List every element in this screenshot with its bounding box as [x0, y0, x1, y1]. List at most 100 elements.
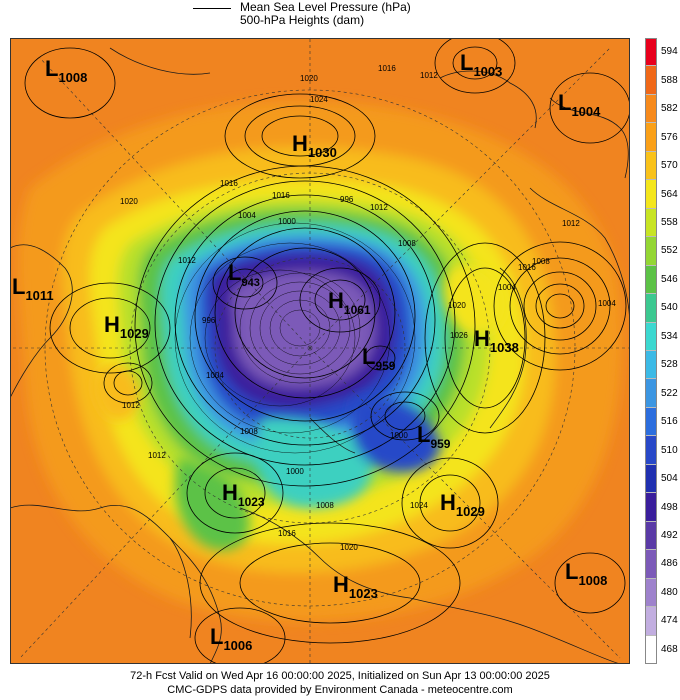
colorbar-label: 540	[661, 302, 678, 314]
pressure-centers: L1008 L1003 L1004 H1030 L1011 H1029 L943…	[12, 50, 607, 653]
isobar-label: 1012	[370, 203, 388, 212]
isobar-label: 1012	[122, 401, 140, 410]
pressure-center-low: L1003	[460, 50, 502, 79]
isobar-label: 996	[202, 316, 216, 325]
colorbar-label: 498	[661, 501, 678, 513]
colorbar-swatch	[645, 607, 657, 636]
map-canvas: 1020 1016 1012 1024 1016 1004 1000 996 1…	[10, 38, 630, 664]
colorbar-label: 468	[661, 643, 678, 655]
colorbar-swatch	[645, 379, 657, 408]
colorbar-label: 522	[661, 387, 678, 399]
pressure-center-low: L1006	[210, 624, 252, 653]
isobar-label: 1012	[420, 71, 438, 80]
isobar-label: 1020	[448, 301, 466, 310]
isobar-label: 1000	[390, 431, 408, 440]
pressure-center-high: H1023	[333, 572, 378, 601]
colorbar-swatch	[645, 123, 657, 152]
height-field	[10, 38, 630, 664]
pressure-center-low: L1008	[565, 559, 607, 588]
colorbar-swatch	[645, 237, 657, 266]
isobar-label: 1020	[300, 74, 318, 83]
colorbar-swatch	[645, 180, 657, 209]
isobar-label: 1008	[316, 501, 334, 510]
pressure-center-high: H1023	[222, 480, 265, 509]
isobar-label: 1016	[518, 263, 536, 272]
pressure-center-low: L943	[228, 260, 260, 289]
colorbar-label: 510	[661, 444, 678, 456]
colorbar-label: 480	[661, 586, 678, 598]
pressure-center-low: L1008	[45, 56, 87, 85]
colorbar-swatch	[645, 66, 657, 95]
colorbar-label: 558	[661, 216, 678, 228]
colorbar-label: 492	[661, 529, 678, 541]
isobar-label: 1024	[310, 95, 328, 104]
pressure-center-low: L959	[417, 422, 451, 451]
isobar-line-sample	[193, 8, 231, 9]
colorbar-swatch	[645, 436, 657, 465]
legend-heights-label: 500-hPa Heights (dam)	[240, 13, 365, 27]
colorbar-label: 528	[661, 359, 678, 371]
colorbar-swatch	[645, 38, 657, 67]
isobar-label: 996	[340, 195, 354, 204]
pressure-center-high: H1029	[104, 312, 149, 341]
isobar-label: 1016	[378, 64, 396, 73]
colorbar-label: 504	[661, 473, 678, 485]
isobar-label: 1012	[178, 256, 196, 265]
colorbar-label: 576	[661, 131, 678, 143]
colorbar-label: 564	[661, 188, 678, 200]
isobar-label: 1004	[598, 299, 616, 308]
legend-header: Mean Sea Level Pressure (hPa) 500-hPa He…	[0, 0, 680, 34]
data-credit-text: CMC-GDPS data provided by Environment Ca…	[167, 684, 513, 696]
map-frame	[10, 38, 630, 664]
pressure-center-low: L959	[362, 344, 396, 373]
coastlines	[10, 47, 630, 664]
colorbar-border	[645, 38, 657, 664]
isobars	[24, 38, 630, 664]
colorbar-swatch	[645, 521, 657, 551]
isobar-label: 1004	[498, 283, 516, 292]
colorbar-swatch	[645, 550, 657, 579]
colorbar-swatch	[645, 578, 657, 608]
isobar-label: 1016	[272, 191, 290, 200]
isobar-label: 1024	[410, 501, 428, 510]
colorbar-swatch	[645, 94, 657, 124]
colorbar-label: 546	[661, 273, 678, 285]
legend-mslp-label: Mean Sea Level Pressure (hPa)	[240, 0, 411, 14]
isobar-label: 1008	[398, 239, 416, 248]
isobar-labels: 1020 1016 1012 1024 1016 1004 1000 996 1…	[120, 64, 616, 552]
pressure-center-high: H1030	[292, 131, 337, 160]
isobar-label: 1008	[240, 427, 258, 436]
graticule	[10, 38, 630, 664]
colorbar-label: 570	[661, 160, 678, 172]
colorbar-swatch	[645, 265, 657, 295]
isobar-label: 1012	[562, 219, 580, 228]
pressure-center-high: H1029	[440, 490, 485, 519]
pressure-center-low: L1011	[12, 274, 54, 303]
isobar-label: 1000	[278, 217, 296, 226]
colorbar-swatch	[645, 208, 657, 238]
colorbar-swatch	[645, 294, 657, 323]
colorbar-swatch	[645, 151, 657, 181]
colorbar-label: 594	[661, 46, 678, 58]
isobar-label: 1012	[148, 451, 166, 460]
pressure-center-low: L1004	[558, 90, 601, 119]
isobar-label: 1004	[206, 371, 224, 380]
forecast-valid-text: 72-h Fcst Valid on Wed Apr 16 00:00:00 2…	[130, 670, 550, 682]
isobar-label: 1026	[450, 331, 468, 340]
colorbar-swatch	[645, 464, 657, 494]
isobar-label: 1008	[532, 257, 550, 266]
height-contours	[174, 222, 416, 454]
colorbar-swatch	[645, 407, 657, 437]
isobar-label: 1004	[238, 211, 256, 220]
colorbar-label: 534	[661, 330, 678, 342]
weather-map: 1020 1016 1012 1024 1016 1004 1000 996 1…	[10, 38, 630, 664]
colorbar-label: 588	[661, 74, 678, 86]
colorbar-swatch	[645, 322, 657, 351]
pressure-center-high: H1061	[328, 288, 371, 317]
colorbar-swatch	[645, 351, 657, 380]
colorbar-label: 516	[661, 416, 678, 428]
isobar-label: 1000	[286, 467, 304, 476]
colorbar-label: 552	[661, 245, 678, 257]
colorbar-label: 486	[661, 558, 678, 570]
isobar-label: 1016	[220, 179, 238, 188]
